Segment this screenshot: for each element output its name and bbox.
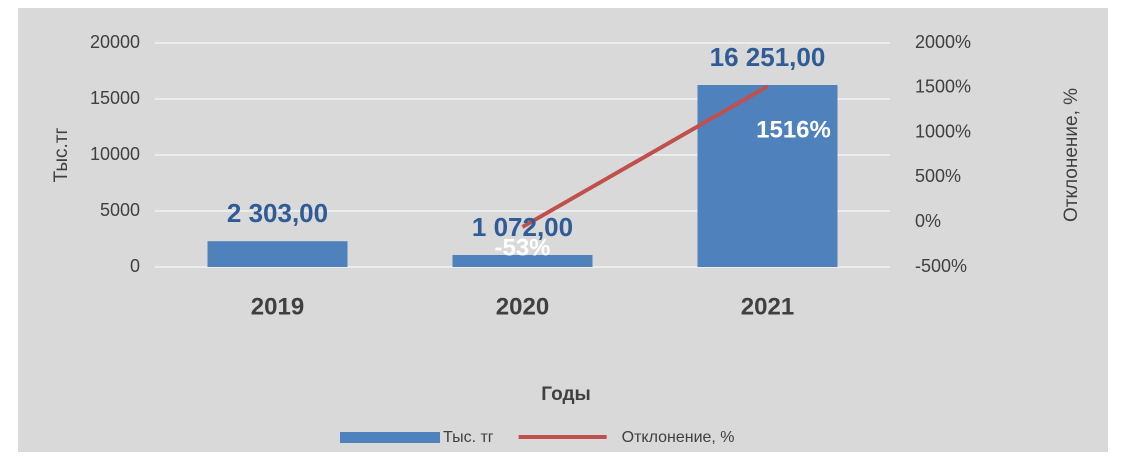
y-tick-label: 15000 [90,88,140,108]
bar [452,254,593,267]
y2-tick-label: 1000% [915,121,971,141]
y2-tick-label: 2000% [915,32,971,52]
line-value-label: -53% [494,234,550,261]
legend-label: Отклонение, % [622,429,735,446]
y2-tick-label: 0% [915,211,941,231]
y2-tick-label: 500% [915,166,961,186]
line-series [521,84,769,229]
bar-value-label: 2 303,00 [227,198,328,228]
chart-background [18,8,1108,452]
line-value-label: 1516% [756,117,831,144]
x-axis-label: Годы [541,384,590,405]
bar-value-label: 1 072,00 [472,212,573,242]
y-tick-label: 5000 [100,200,140,220]
y2-tick-label: -500% [915,256,967,276]
x-tick-label: 2021 [741,293,794,320]
y-axis-label: Тыс.тг [51,128,72,183]
bar-value-label: 16 251,00 [710,42,826,72]
bar [207,241,348,267]
y2-axis-label: Отклонение, % [1061,88,1082,222]
x-tick-label: 2019 [251,293,304,320]
y-tick-label: 20000 [90,32,140,52]
x-tick-label: 2020 [496,293,549,320]
y-tick-label: 0 [130,256,140,276]
y-tick-label: 10000 [90,144,140,164]
y2-tick-label: 1500% [915,77,971,97]
legend-swatch [340,432,440,443]
legend-label: Тыс. тг [443,429,494,446]
